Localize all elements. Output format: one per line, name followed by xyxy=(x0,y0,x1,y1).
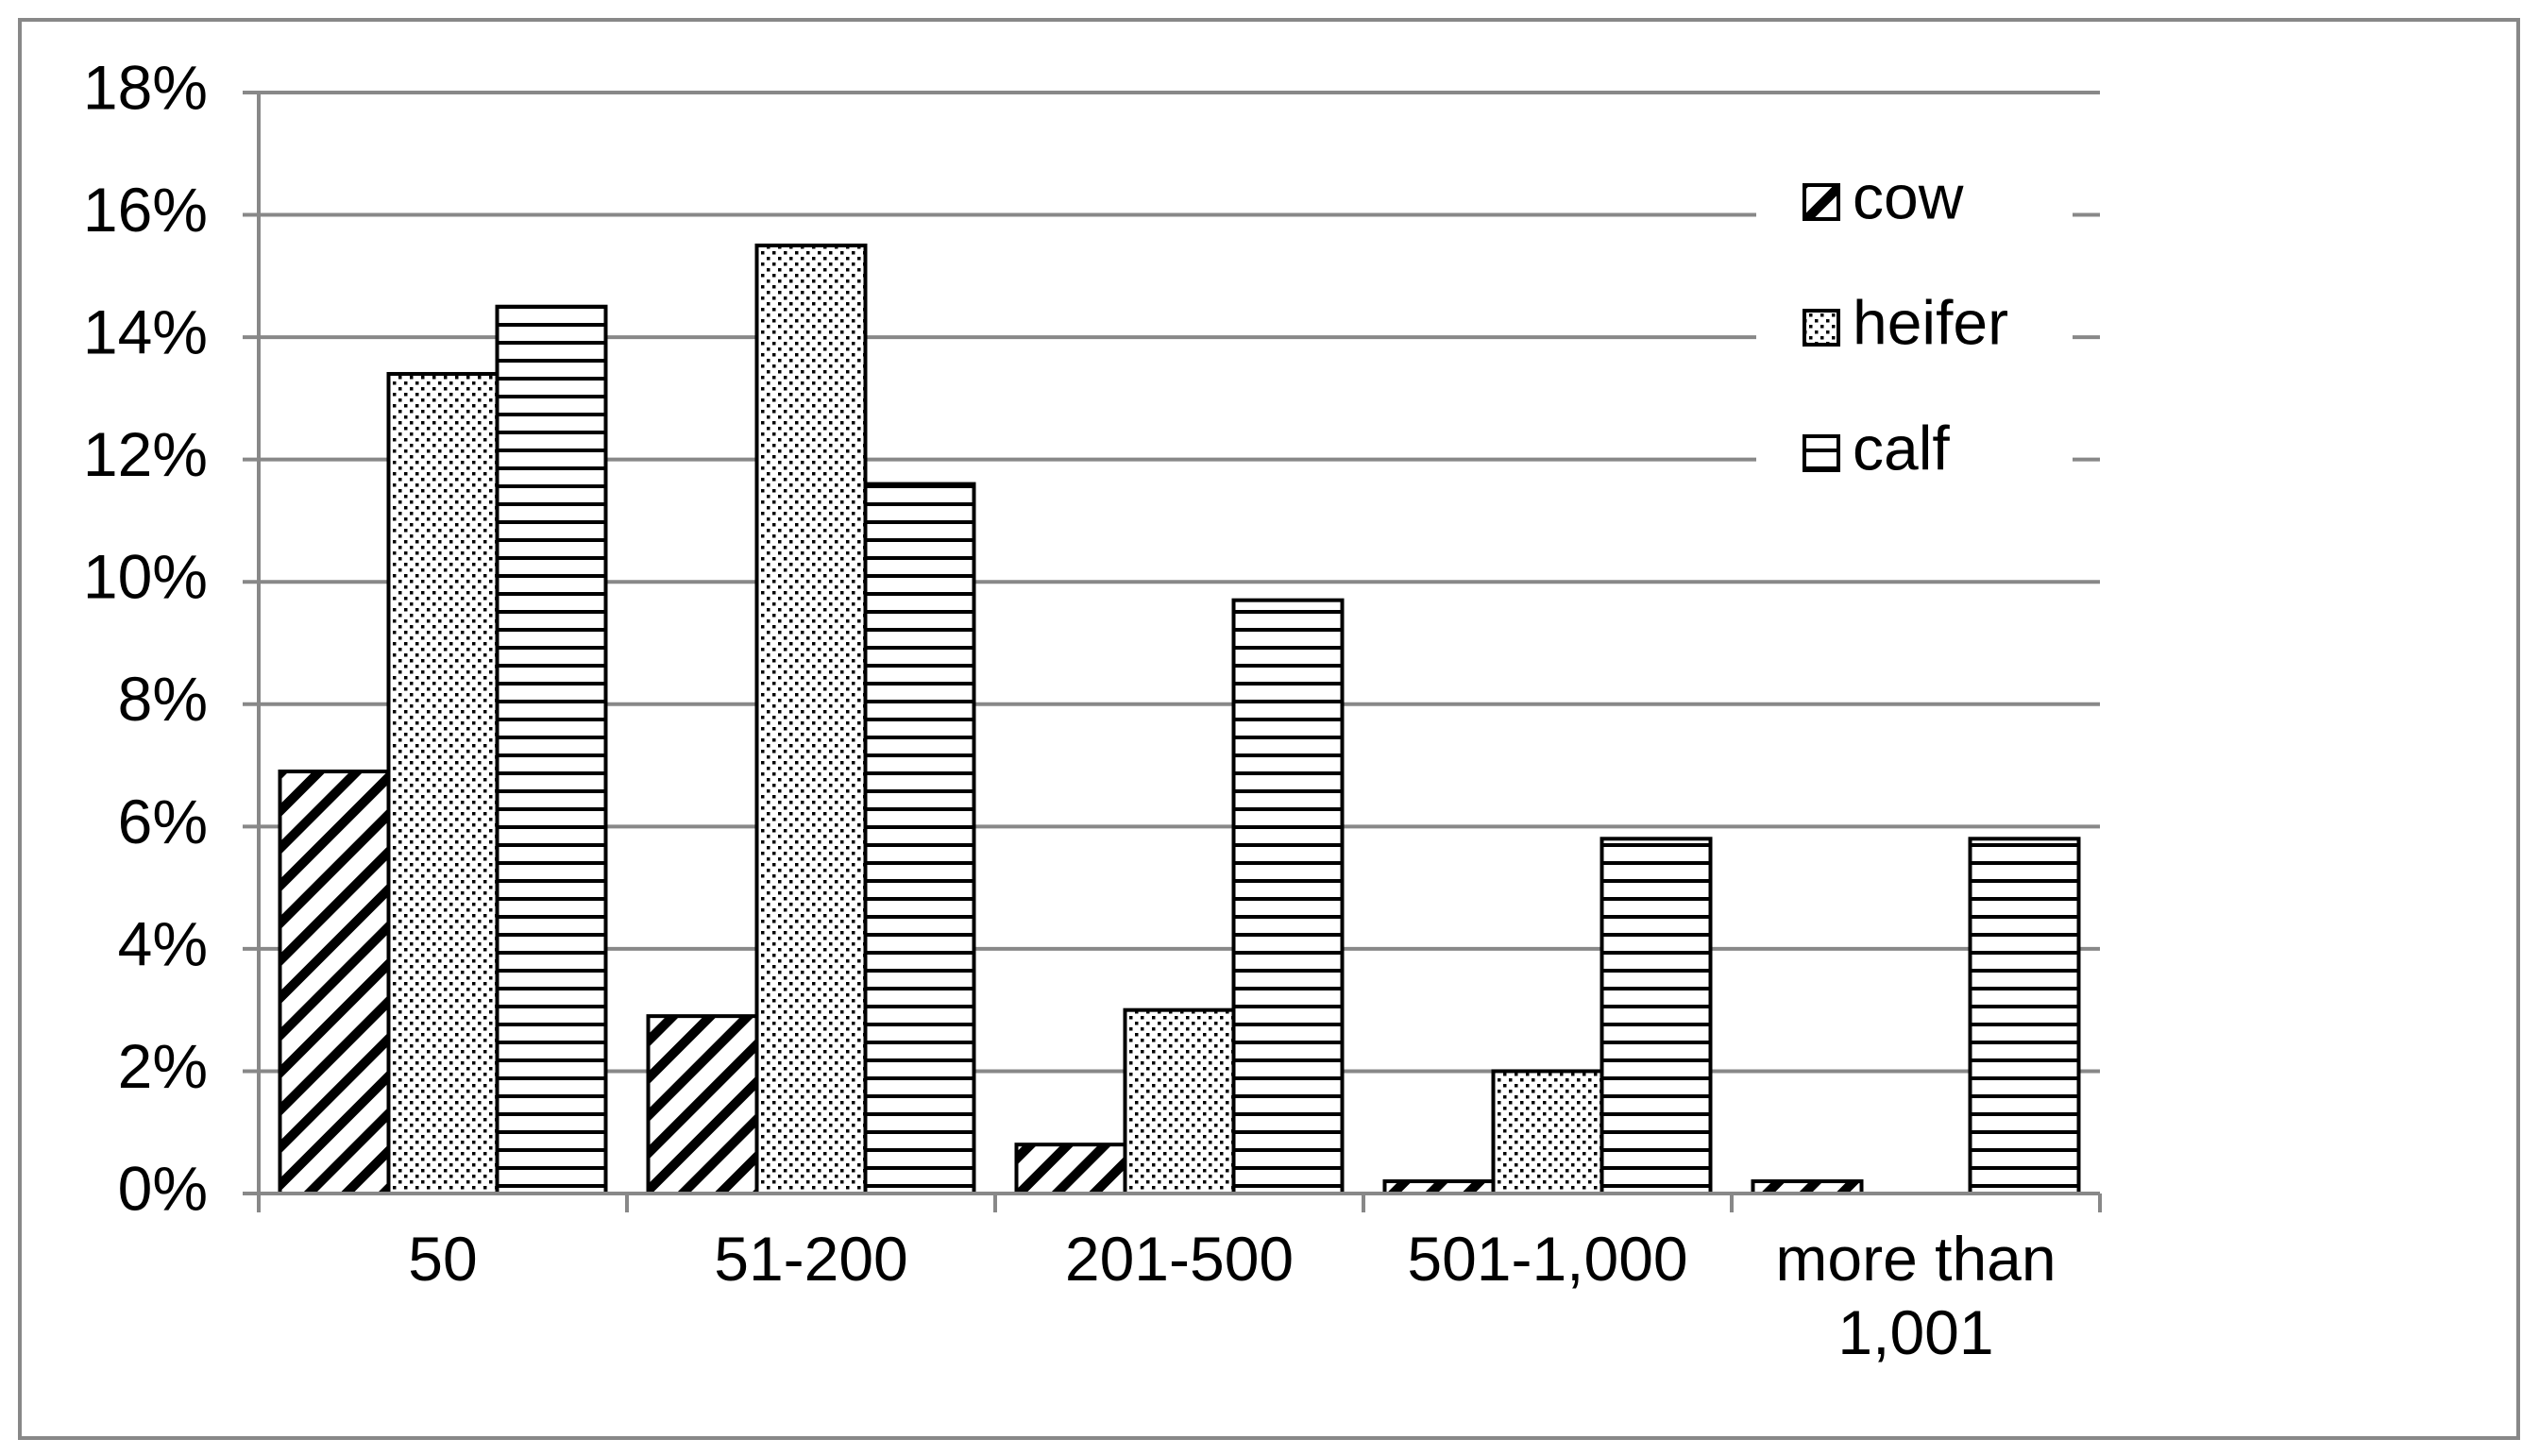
bar xyxy=(1491,1069,1604,1196)
legend-swatch xyxy=(1803,183,1840,221)
legend-swatch xyxy=(1803,434,1840,472)
bar xyxy=(863,482,976,1195)
y-tick-label: 2% xyxy=(118,1031,208,1101)
legend-label: cow xyxy=(1853,161,1964,231)
y-tick-label: 18% xyxy=(83,52,208,122)
legend-label: calf xyxy=(1853,413,1950,483)
bar xyxy=(1968,837,2081,1195)
y-tick-label: 16% xyxy=(83,175,208,245)
x-tick-label: 50 xyxy=(408,1224,478,1294)
legend-swatch xyxy=(1803,309,1840,347)
bar xyxy=(1014,1143,1127,1195)
y-tick-label: 12% xyxy=(83,419,208,489)
x-tick-label: more than 1,001 xyxy=(1775,1224,2057,1367)
bar xyxy=(646,1014,759,1195)
legend-label: heifer xyxy=(1853,287,2008,357)
y-tick-label: 8% xyxy=(118,664,208,734)
y-tick-label: 14% xyxy=(83,297,208,367)
bar xyxy=(1231,598,1345,1195)
y-tick-label: 10% xyxy=(83,542,208,612)
x-tick-label: 501-1,000 xyxy=(1407,1224,1688,1294)
x-tick-label: 201-500 xyxy=(1064,1224,1295,1294)
bar xyxy=(1123,1007,1236,1195)
y-tick-label: 4% xyxy=(118,908,208,978)
bar xyxy=(1600,837,1713,1195)
x-tick-label: 51-200 xyxy=(714,1224,908,1294)
bar xyxy=(754,243,868,1195)
bar xyxy=(495,304,608,1195)
bar xyxy=(386,371,499,1195)
y-tick-label: 6% xyxy=(118,787,208,856)
y-tick-label: 0% xyxy=(118,1153,208,1223)
bar xyxy=(278,770,391,1195)
